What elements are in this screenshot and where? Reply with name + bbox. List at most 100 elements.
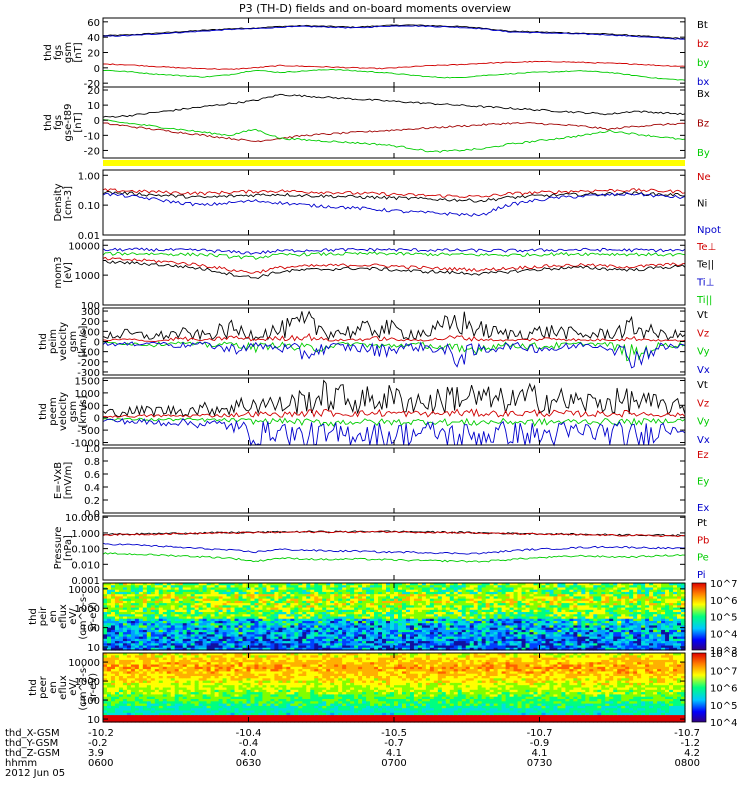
spectrogram-cell (318, 614, 323, 618)
spectrogram-cell (529, 643, 535, 647)
spectrogram-cell (310, 618, 315, 622)
spectrogram-cell (178, 616, 184, 620)
spectrogram-cell (409, 607, 415, 611)
spectrogram-cell (541, 605, 547, 609)
spectrogram-cell (146, 594, 152, 597)
spectrogram-cell (633, 623, 638, 627)
spectrogram-cell (298, 612, 303, 615)
spectrogram-cell (238, 618, 244, 622)
spectrogram-cell (210, 643, 216, 647)
y-tick-label: -20 (84, 146, 100, 157)
spectrogram-cell (174, 605, 180, 609)
spectrogram-cell (126, 607, 132, 611)
spectrogram-cell (214, 585, 220, 589)
spectrogram-cell (561, 632, 567, 635)
spectrogram-cell (170, 623, 176, 627)
spectrogram-cell (557, 632, 563, 635)
spectrogram-cell (665, 638, 670, 642)
y-tick-label: 0.6 (84, 470, 100, 481)
spectrogram-cell (250, 623, 256, 627)
spectrogram-cell (158, 647, 164, 651)
spectrogram-cell (126, 583, 132, 586)
spectrogram-cell (509, 636, 515, 640)
spectrogram-cell (445, 634, 451, 638)
spectrogram-cell (577, 603, 582, 606)
spectrogram-cell (374, 609, 379, 613)
spectrogram-cell (210, 638, 216, 642)
spectrogram-cell (517, 591, 523, 595)
spectrogram-cell (238, 638, 244, 642)
spectrogram-cell (362, 645, 367, 649)
spectrogram-cell (166, 625, 172, 629)
spectrogram-cell (190, 627, 196, 631)
spectrogram-cell (330, 645, 335, 649)
spectrogram-cell (585, 598, 590, 602)
spectrogram-cell (158, 587, 164, 591)
series-line-Bx (102, 93, 686, 118)
spectrogram-cell (134, 669, 140, 672)
spectrogram-cell (661, 583, 666, 586)
spectrogram-cell (378, 629, 383, 633)
spectrogram-cell (581, 589, 586, 593)
spectrogram-cell (625, 641, 630, 644)
spectrogram-cell (114, 696, 120, 700)
spectrogram-cell (126, 689, 132, 693)
spectrogram-cell (122, 612, 128, 615)
spectrogram-cell (162, 596, 168, 600)
spectrogram-cell (334, 607, 339, 611)
spectrogram-cell (278, 589, 283, 593)
spectrogram-cell (114, 664, 120, 668)
spectrogram-cell (589, 614, 594, 618)
spectrogram-cell (218, 616, 224, 620)
spectrogram-cell (394, 598, 399, 602)
spectrogram-cell (457, 587, 463, 591)
spectrogram-cell (234, 625, 240, 629)
spectrogram-cell (166, 600, 172, 604)
spectrogram-cell (417, 594, 423, 597)
spectrogram-cell (629, 623, 634, 627)
spectrogram-cell (122, 659, 128, 663)
spectrogram-cell (186, 636, 192, 640)
spectrogram-cell (326, 600, 331, 604)
spectrogram-cell (413, 587, 419, 591)
y-tick-label: 100 (81, 327, 100, 338)
spectrogram-cell (390, 629, 395, 633)
spectrogram-cell (354, 636, 359, 640)
spectrogram-cell (270, 605, 276, 609)
spectrogram-cell (134, 585, 140, 589)
spectrogram-cell (138, 614, 144, 618)
spectrogram-cell (126, 609, 132, 613)
spectrogram-cell (641, 585, 646, 589)
spectrogram-cell (258, 638, 264, 642)
spectrogram-cell (222, 591, 228, 595)
spectrogram-cell (569, 636, 574, 640)
spectrogram-cell (210, 647, 216, 651)
spectrogram-cell (122, 600, 128, 604)
spectrogram-cell (597, 585, 602, 589)
spectrogram-cell (250, 625, 256, 629)
spectrogram-cell (565, 612, 570, 615)
spectrogram-cell (190, 583, 196, 586)
spectrogram-cell (322, 620, 327, 624)
spectrogram-cell (497, 625, 503, 629)
spectrogram-cell (681, 634, 686, 638)
spectrogram-cell (649, 620, 654, 624)
spectrogram-cell (665, 612, 670, 615)
spectrogram-cell (409, 591, 415, 595)
spectrogram-cell (162, 605, 168, 609)
spectrogram-cell (597, 636, 602, 640)
spectrogram-cell (665, 616, 670, 620)
spectrogram-cell (130, 636, 136, 640)
spectrogram-cell (649, 583, 654, 586)
spectrogram-cell (214, 600, 220, 604)
spectrogram-cell (657, 616, 662, 620)
spectrogram-cell (330, 591, 335, 595)
spectrogram-cell (190, 585, 196, 589)
spectrogram-cell (342, 629, 347, 633)
spectrogram-cell (114, 682, 120, 686)
spectrogram-cell (114, 666, 120, 670)
spectrogram-cell (605, 632, 610, 635)
spectrogram-cell (122, 583, 128, 586)
spectrogram-cell (154, 636, 160, 640)
spectrogram-cell (258, 609, 264, 613)
